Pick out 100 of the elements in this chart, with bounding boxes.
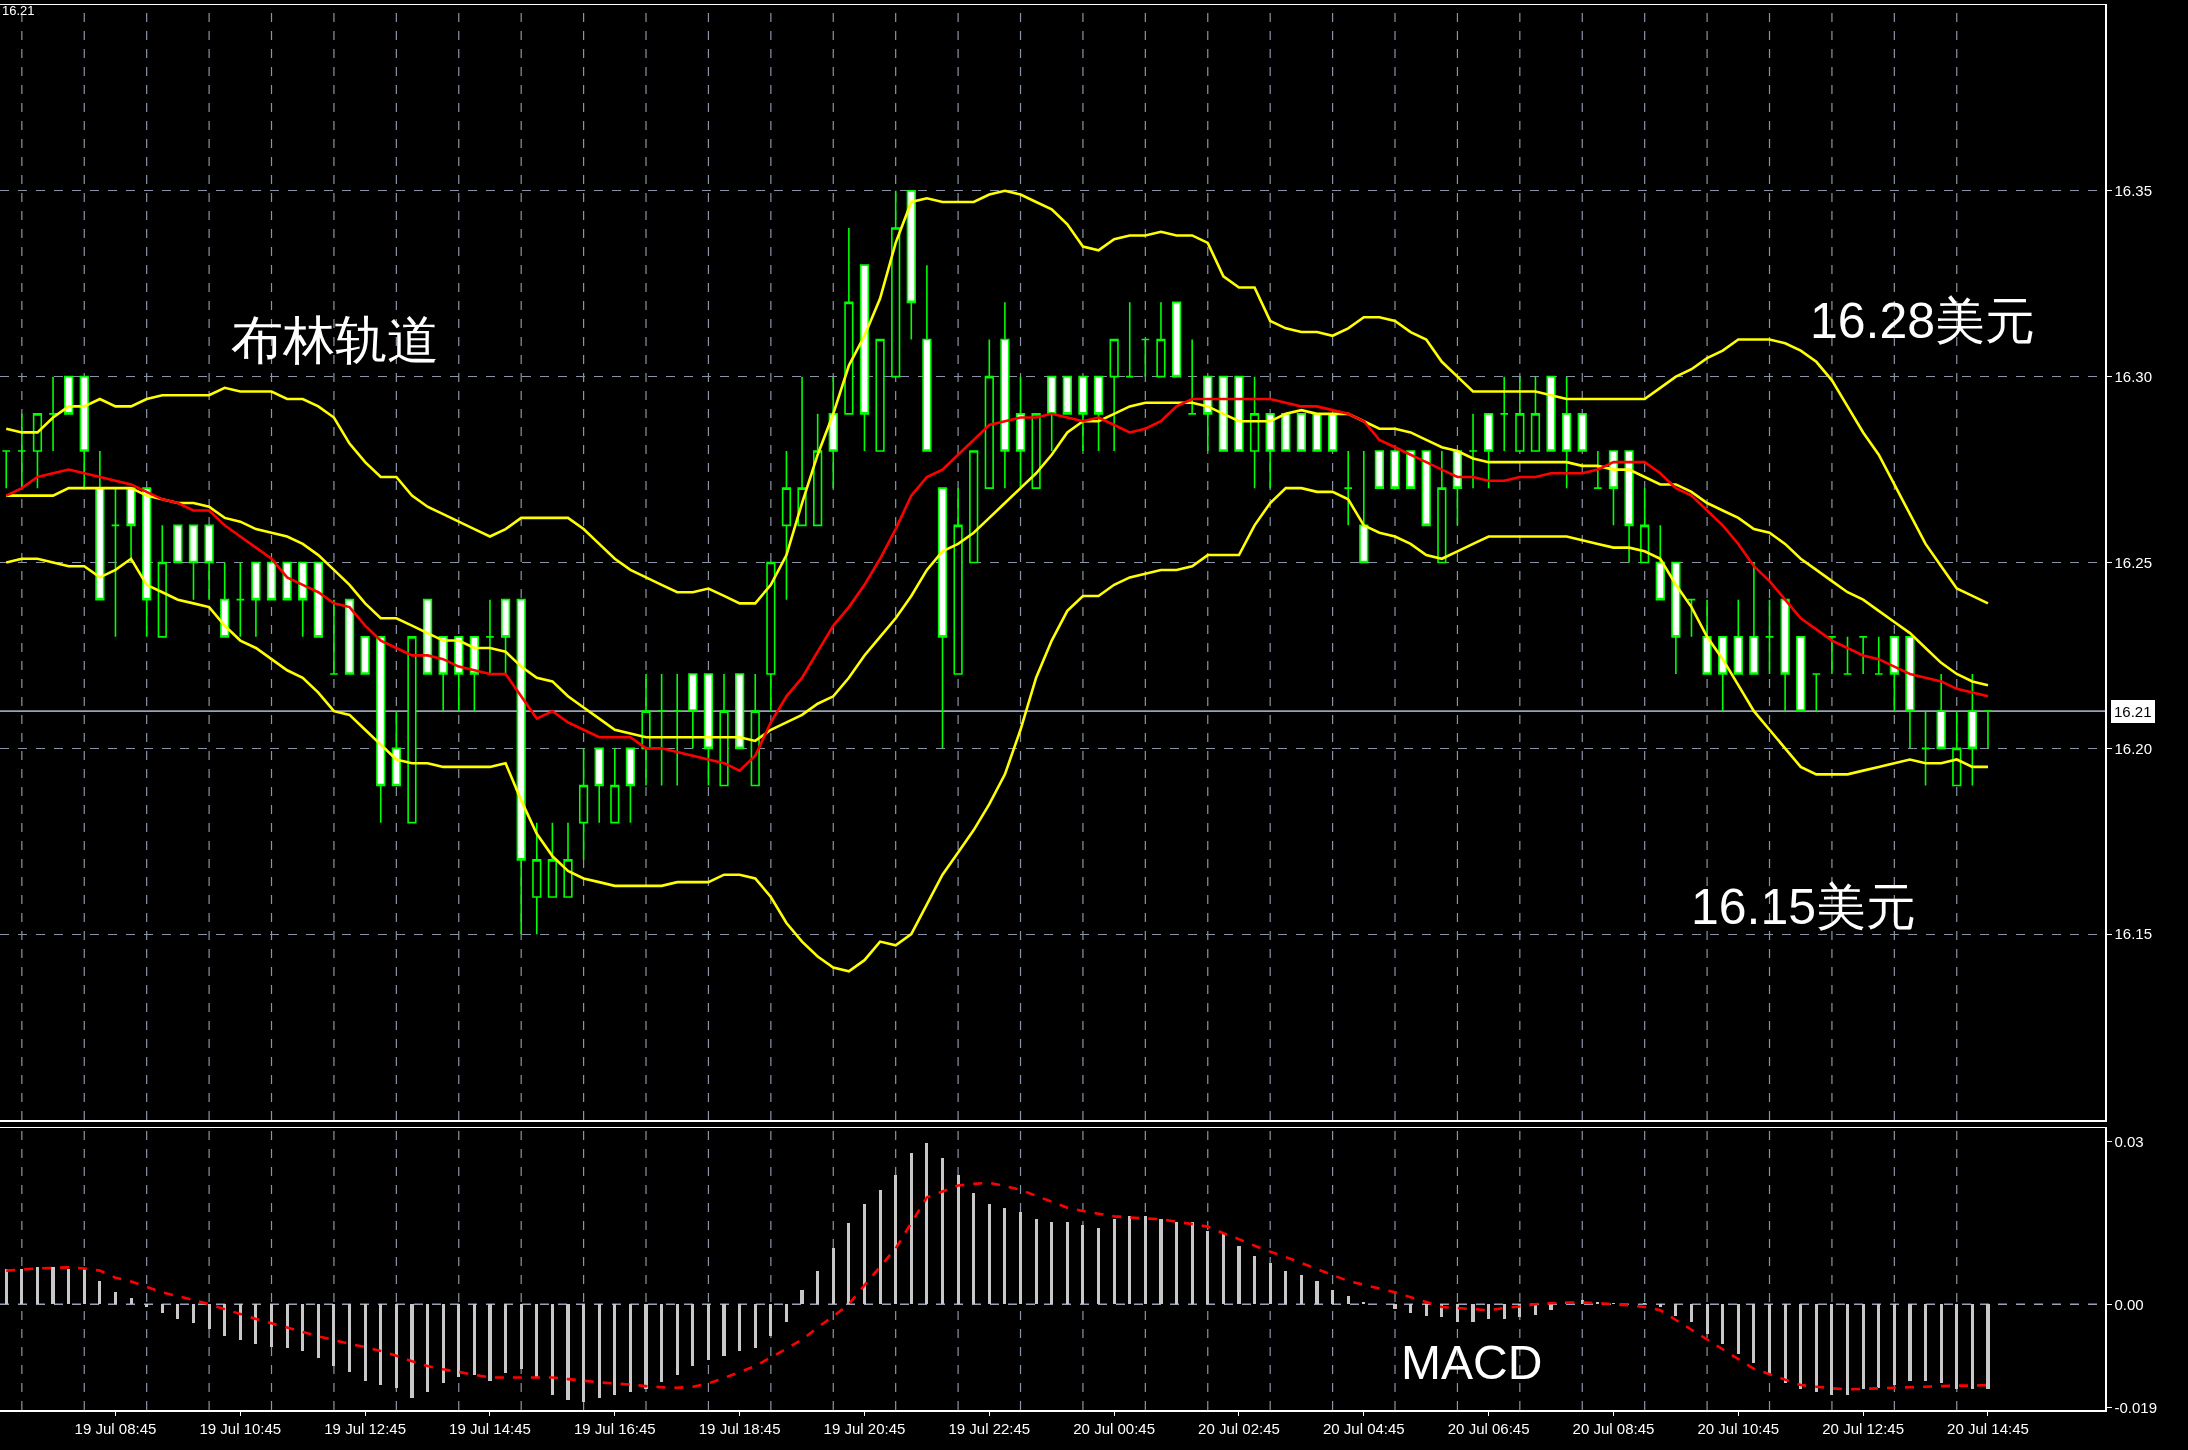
- candlestick: [844, 227, 854, 415]
- x-tick-label: 19 Jul 12:45: [324, 1419, 407, 1437]
- bar: [1861, 1304, 1865, 1390]
- bar: [940, 1157, 945, 1305]
- candlestick: [500, 598, 511, 675]
- bar: [1970, 1304, 1974, 1390]
- candlestick: [360, 636, 370, 675]
- candlestick: [516, 598, 526, 935]
- candlestick: [969, 450, 979, 564]
- bar: [909, 1153, 913, 1305]
- y-tick-label: 0.03: [2114, 1132, 2144, 1150]
- candlestick: [1889, 636, 1899, 712]
- candlestick: [188, 524, 199, 601]
- candlestick: [953, 487, 963, 675]
- y-tick-label: 16.20: [2114, 739, 2153, 757]
- candlestick: [1764, 598, 1775, 675]
- candlestick: [672, 673, 682, 787]
- bar: [675, 1304, 679, 1375]
- candlestick: [344, 598, 355, 675]
- candlestick: [1858, 636, 1868, 675]
- bar: [160, 1304, 164, 1313]
- candlestick: [547, 821, 558, 898]
- candlestick: [1281, 413, 1291, 452]
- bar: [1549, 1304, 1553, 1311]
- annotation: 16.15美元: [1691, 879, 1917, 935]
- candlestick: [126, 487, 136, 564]
- bar: [379, 1304, 383, 1386]
- candlestick: [1842, 636, 1853, 675]
- candlestick: [937, 487, 948, 750]
- y-tick-label: -0.019: [2114, 1398, 2158, 1416]
- bar: [301, 1304, 305, 1351]
- bar: [1721, 1304, 1725, 1344]
- candlestick: [1811, 673, 1821, 712]
- candlestick: [1125, 301, 1135, 378]
- bar: [613, 1304, 617, 1396]
- bar: [691, 1304, 695, 1367]
- bar: [1674, 1304, 1678, 1317]
- line-series: [4, 486, 1990, 973]
- candlestick: [1655, 524, 1665, 601]
- bar: [98, 1280, 102, 1305]
- bar: [4, 1269, 8, 1305]
- bar: [129, 1298, 133, 1305]
- candlestick: [1671, 561, 1681, 675]
- bar: [1877, 1304, 1881, 1388]
- bar: [566, 1304, 570, 1400]
- candlestick: [1078, 375, 1088, 452]
- bar: [550, 1304, 554, 1396]
- candlestick: [1640, 487, 1650, 564]
- bar: [753, 1304, 757, 1349]
- bar: [738, 1304, 742, 1351]
- candlestick: [1109, 338, 1119, 452]
- candlestick: [48, 375, 58, 452]
- candlestick: [1015, 375, 1026, 489]
- bar: [504, 1304, 508, 1374]
- candlestick: [1265, 413, 1275, 489]
- annotation: MACD: [1401, 1336, 1543, 1389]
- bar: [597, 1304, 601, 1399]
- candlestick: [625, 747, 636, 824]
- candlestick: [376, 636, 386, 824]
- bar: [285, 1304, 289, 1349]
- candlestick: [266, 561, 277, 601]
- y-tick-label: 0.00: [2114, 1295, 2144, 1313]
- candlestick: [220, 561, 230, 638]
- candlestick: [1577, 413, 1587, 452]
- candlestick: [1562, 375, 1572, 489]
- annotation: 16.28美元: [1810, 293, 2036, 349]
- x-tick-label: 19 Jul 18:45: [698, 1419, 781, 1437]
- candlestick: [641, 673, 651, 787]
- candlestick: [1546, 375, 1556, 452]
- bar: [972, 1193, 976, 1305]
- candlestick: [703, 673, 714, 787]
- x-tick-label: 20 Jul 14:45: [1947, 1419, 2029, 1437]
- candlestick: [1686, 598, 1697, 638]
- bar: [660, 1304, 664, 1382]
- candlestick: [1390, 450, 1400, 489]
- candlestick: [1093, 375, 1104, 452]
- bar: [987, 1204, 991, 1305]
- bar: [1159, 1219, 1163, 1305]
- candlestick: [610, 747, 620, 824]
- y-tick-label: 16.15: [2114, 925, 2153, 943]
- candlestick: [79, 375, 89, 489]
- candlestick: [875, 338, 885, 452]
- candlestick: [1374, 450, 1385, 489]
- candlestick: [1405, 450, 1416, 489]
- candlestick: [578, 747, 589, 861]
- bar: [1065, 1222, 1069, 1305]
- candlestick: [329, 598, 339, 675]
- x-tick-label: 20 Jul 02:45: [1198, 1419, 1280, 1437]
- bar: [1783, 1304, 1787, 1384]
- candlestick: [1062, 375, 1072, 415]
- x-tick-label: 19 Jul 22:45: [948, 1419, 1031, 1437]
- candlestick: [95, 450, 105, 601]
- x-tick-label: 20 Jul 10:45: [1697, 1419, 1780, 1437]
- bar: [1221, 1233, 1225, 1305]
- bar: [847, 1223, 851, 1305]
- candlestick: [1499, 375, 1509, 452]
- candlestick: [766, 561, 776, 712]
- bar: [1752, 1304, 1756, 1363]
- x-tick-label: 20 Jul 08:45: [1572, 1419, 1655, 1437]
- y-tick-label: 16.30: [2114, 367, 2153, 385]
